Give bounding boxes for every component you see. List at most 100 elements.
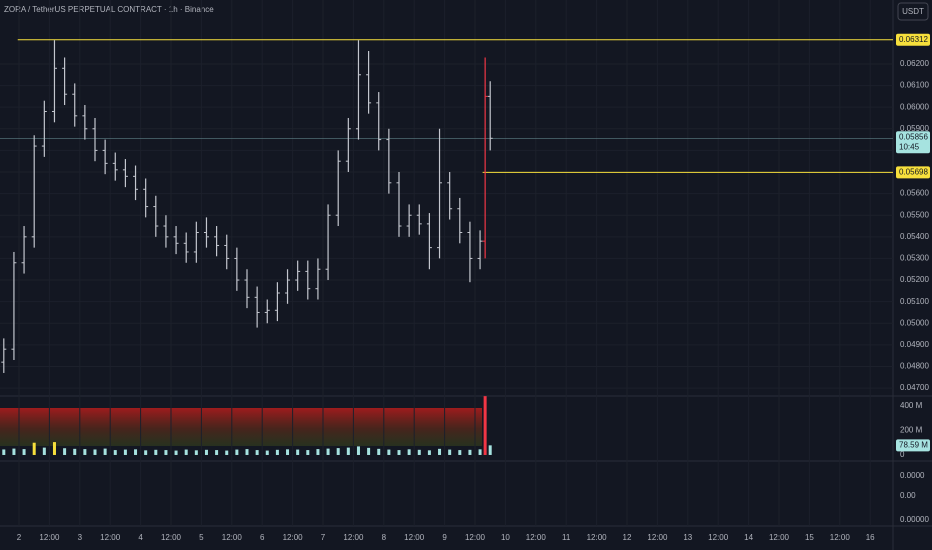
- y-tick-label: 0.05900: [900, 124, 929, 133]
- y-tick-label: 0.05200: [900, 275, 929, 284]
- volume-bar: [275, 449, 279, 455]
- volume-bar: [215, 450, 219, 455]
- x-tick-label: 12:00: [100, 533, 121, 542]
- volume-bar: [144, 450, 148, 455]
- x-tick-label: 11: [562, 533, 571, 542]
- volume-bar: [235, 449, 239, 455]
- x-tick-label: 12:00: [283, 533, 304, 542]
- volume-bar: [22, 449, 26, 455]
- y-tick-label: 0.06200: [900, 59, 929, 68]
- volume-bar: [478, 449, 482, 455]
- countdown-label: 10:45: [899, 142, 920, 151]
- y-tick-label: 0.05500: [900, 210, 929, 219]
- volume-bar: [367, 447, 371, 455]
- x-tick-label: 9: [442, 533, 447, 542]
- currency-button[interactable]: [897, 2, 929, 21]
- x-tick-label: 12:00: [526, 533, 547, 542]
- x-tick-label: 6: [260, 533, 265, 542]
- volume-bar: [448, 449, 452, 455]
- lower-pane-label: 0.00000: [900, 515, 929, 524]
- volume-bar: [458, 450, 462, 455]
- volume-bar: [306, 450, 310, 455]
- volume-bar: [32, 442, 36, 455]
- volume-bar: [123, 449, 127, 455]
- x-tick-label: 7: [321, 533, 326, 542]
- x-tick-label: 12:00: [708, 533, 729, 542]
- x-tick-label: 15: [805, 533, 814, 542]
- volume-bar: [164, 450, 168, 455]
- volume-bar: [468, 449, 472, 455]
- volume-bar: [316, 449, 320, 455]
- volume-bar: [245, 449, 249, 455]
- volume-bar: [204, 449, 208, 455]
- volume-bar: [417, 449, 421, 455]
- volume-bar: [194, 450, 198, 455]
- volume-bar: [346, 447, 350, 455]
- x-tick-label: 12:00: [647, 533, 668, 542]
- level-label: 0.05698: [899, 168, 928, 177]
- y-tick-label: 0.04900: [900, 340, 929, 349]
- volume-bar: [286, 449, 290, 455]
- volume-bar: [134, 449, 138, 455]
- volume-bar: [407, 449, 411, 455]
- x-tick-label: 8: [382, 533, 387, 542]
- x-tick-label: 12:00: [769, 533, 790, 542]
- volume-bar: [42, 447, 46, 455]
- volume-bar: [184, 449, 188, 455]
- level-label-box: [896, 33, 930, 46]
- x-tick-label: 10: [501, 533, 510, 542]
- volume-bar: [93, 449, 97, 455]
- chart-title: ZORA / TetherUS PERPETUAL CONTRACT · 1h …: [4, 5, 214, 14]
- x-tick-label: 4: [138, 533, 143, 542]
- lower-pane-label: 0.00: [900, 491, 916, 500]
- volume-bar: [83, 449, 87, 455]
- y-tick-label: 0.05600: [900, 189, 929, 198]
- x-tick-label: 12: [623, 533, 632, 542]
- volume-bar: [103, 448, 107, 455]
- volume-bar: [387, 449, 391, 455]
- volume-bar: [326, 448, 330, 455]
- currency-button-label[interactable]: USDT: [902, 7, 924, 16]
- volume-bar: [73, 448, 77, 455]
- y-tick-label: 0.06000: [900, 102, 929, 111]
- current-price-box: [896, 131, 930, 154]
- lower-pane-label: 0.0000: [900, 471, 925, 480]
- y-tick-label: 0.05000: [900, 318, 929, 327]
- x-tick-label: 16: [866, 533, 875, 542]
- y-tick-label: 0.05300: [900, 254, 929, 263]
- level-label: 0.06312: [899, 35, 928, 44]
- x-tick-label: 12:00: [465, 533, 486, 542]
- volume-bar: [154, 449, 158, 455]
- volume-bar: [377, 448, 381, 455]
- volume-bar: [52, 442, 56, 455]
- x-tick-label: 13: [683, 533, 692, 542]
- y-tick-label: 0.04800: [900, 362, 929, 371]
- x-tick-label: 14: [744, 533, 753, 542]
- volume-tick-label: 400 M: [900, 401, 923, 410]
- volume-band: [0, 408, 482, 446]
- x-tick-label: 12:00: [587, 533, 608, 542]
- level-label-box: [896, 166, 930, 179]
- current-price-label: 0.05856: [899, 132, 928, 141]
- x-tick-label: 12:00: [343, 533, 364, 542]
- x-tick-label: 12:00: [830, 533, 851, 542]
- x-tick-label: 12:00: [161, 533, 182, 542]
- volume-bar: [483, 396, 487, 455]
- x-tick-label: 12:00: [222, 533, 243, 542]
- volume-bar: [174, 450, 178, 455]
- volume-bar: [296, 449, 300, 455]
- x-tick-label: 3: [78, 533, 83, 542]
- volume-bar: [255, 450, 259, 455]
- x-tick-label: 12:00: [404, 533, 425, 542]
- y-tick-label: 0.05400: [900, 232, 929, 241]
- volume-bar: [12, 448, 16, 455]
- volume-bar: [488, 445, 492, 455]
- y-tick-label: 0.06100: [900, 81, 929, 90]
- volume-bar: [356, 446, 360, 455]
- volume-bar: [336, 448, 340, 455]
- volume-bar: [438, 448, 442, 455]
- volume-bar: [113, 450, 117, 455]
- x-tick-label: 2: [17, 533, 22, 542]
